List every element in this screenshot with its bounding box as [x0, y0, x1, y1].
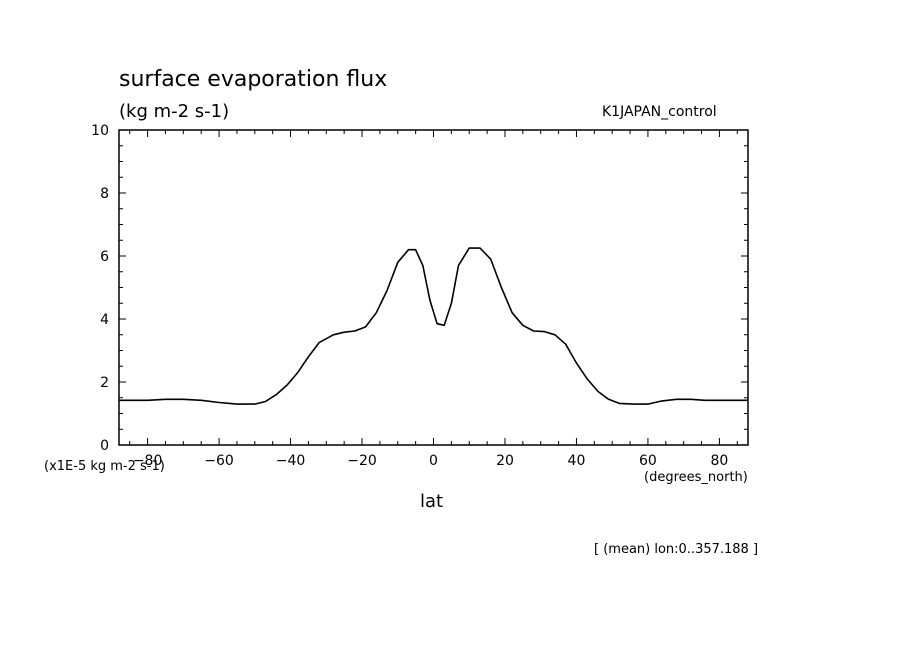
x-tick-label: −60: [204, 453, 234, 469]
x-tick-label: −80: [133, 453, 163, 469]
chart-units: (kg m-2 s-1): [119, 101, 230, 122]
x-axis-units: (degrees_north): [644, 470, 748, 485]
scale-note: (x1E-5 kg m-2 s-1): [44, 459, 165, 474]
y-tick-label: 6: [100, 249, 109, 265]
y-tick-label: 2: [100, 375, 109, 391]
x-tick-label: 60: [639, 453, 657, 469]
run-label: K1JAPAN_control: [602, 104, 717, 120]
x-axis-label: lat: [420, 491, 444, 512]
x-tick-label: 80: [710, 453, 728, 469]
x-tick-label: −20: [347, 453, 377, 469]
y-tick-label: 10: [91, 123, 109, 139]
x-tick-label: 20: [496, 453, 514, 469]
x-tick-label: −40: [276, 453, 306, 469]
y-tick-label: 0: [100, 438, 109, 454]
x-tick-label: 40: [568, 453, 586, 469]
series-line: [119, 247, 748, 405]
averaging-footnote: [ (mean) lon:0..357.188 ]: [594, 542, 759, 557]
y-tick-label: 8: [100, 186, 109, 202]
x-tick-label: 0: [429, 453, 438, 469]
chart-title: surface evaporation flux: [119, 67, 388, 92]
y-tick-label: 4: [100, 312, 109, 328]
plot-frame: [118, 129, 749, 446]
